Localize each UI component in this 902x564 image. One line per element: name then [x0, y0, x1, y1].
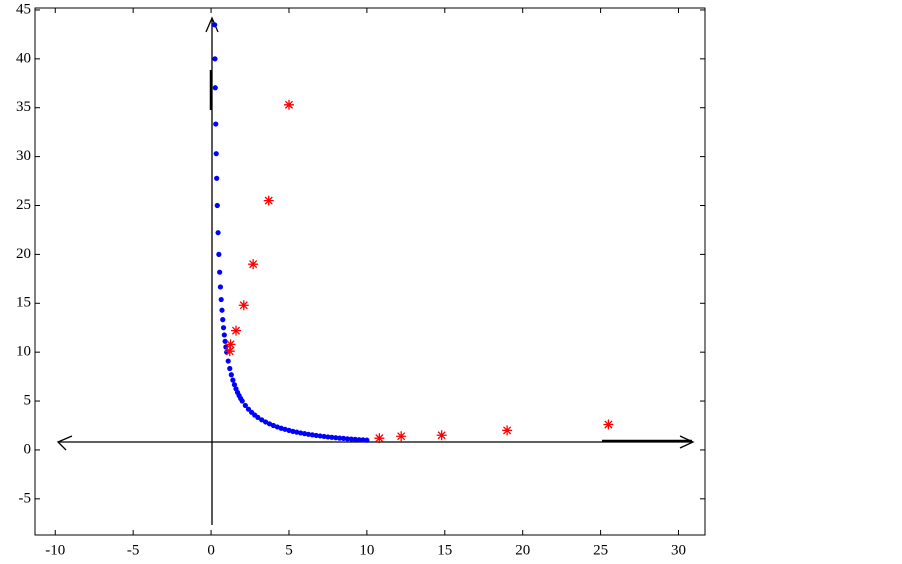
dot-point	[214, 175, 220, 181]
star-point	[603, 419, 614, 430]
dot-point	[321, 433, 327, 440]
star-point	[283, 99, 294, 110]
dot-point	[266, 421, 273, 427]
y-tick-label: 15	[16, 295, 31, 311]
dot-point	[221, 332, 227, 338]
plot-frame	[34, 7, 706, 536]
dot-point	[259, 417, 265, 423]
dot-point	[270, 422, 276, 429]
dot-point	[217, 284, 224, 290]
dot-point	[352, 436, 358, 442]
dot-point	[230, 377, 236, 383]
dot-point	[282, 426, 288, 432]
x-tick-label: 25	[593, 542, 608, 558]
dot-point	[255, 414, 261, 420]
y-tick-label: 0	[24, 441, 32, 457]
dot-point	[214, 202, 220, 209]
dot-point	[212, 56, 218, 62]
dot-point	[222, 338, 228, 344]
dot-point	[220, 317, 226, 323]
star-point	[374, 433, 385, 444]
dot-point	[348, 436, 354, 442]
y-tick-label: 30	[16, 148, 31, 164]
x-tick-label: 5	[285, 542, 293, 558]
x-tick-label: 0	[207, 542, 215, 558]
dot-point	[227, 365, 233, 372]
dot-point	[309, 432, 315, 438]
dot-point	[301, 431, 308, 437]
y-tick-label: 35	[16, 99, 31, 115]
axis-arrows	[56, 16, 695, 525]
dot-point	[216, 251, 222, 257]
dot-point	[212, 22, 218, 28]
dot-point	[220, 325, 227, 331]
y-tick-label: 5	[24, 392, 32, 408]
dot-point	[218, 296, 224, 303]
y-tick-label: 45	[16, 1, 31, 17]
dot-point	[294, 429, 300, 435]
dot-point	[360, 437, 366, 443]
x-tick-label: 15	[437, 542, 452, 558]
x-tick-label: -10	[45, 542, 65, 558]
dot-point	[333, 435, 339, 441]
dot-point	[239, 398, 245, 404]
y-tick-label: 40	[16, 50, 31, 66]
dot-point	[329, 434, 335, 440]
dot-point	[242, 402, 248, 409]
dot-point	[213, 121, 219, 127]
y-arrowhead	[205, 16, 219, 33]
dot-point	[219, 307, 225, 313]
star-point	[248, 259, 259, 270]
x-tick-label: 10	[359, 542, 374, 558]
dot-point	[286, 427, 292, 433]
y-tick-label: 20	[16, 246, 31, 262]
dot-point	[305, 431, 312, 437]
dot-point	[298, 430, 304, 436]
dot-point	[225, 358, 231, 364]
x-arrowhead-left	[56, 435, 73, 451]
dot-point	[217, 269, 223, 275]
star-point	[396, 431, 407, 442]
x-tick-label: 20	[515, 542, 530, 558]
dot-point	[278, 425, 284, 431]
dot-point	[364, 437, 370, 443]
star-point	[231, 325, 241, 336]
dot-point	[213, 151, 219, 157]
dot-point	[356, 437, 362, 443]
dot-point	[215, 230, 221, 236]
x-tick-label: 30	[671, 542, 686, 558]
y-tick-label: -5	[19, 490, 32, 506]
dot-point	[228, 372, 234, 378]
dot-point	[290, 428, 296, 434]
y-tick-label: 25	[16, 197, 31, 213]
dot-point	[212, 85, 218, 91]
x-arrowhead	[679, 435, 695, 449]
dot-point	[313, 432, 319, 439]
star-point	[224, 346, 235, 357]
dot-point	[231, 382, 238, 388]
dot-point	[263, 419, 269, 425]
star-point	[238, 300, 249, 311]
star-point	[502, 425, 513, 436]
dot-point	[340, 435, 347, 441]
x-tick-label: -5	[127, 542, 140, 558]
y-tick-label: 10	[16, 344, 31, 360]
dot-point	[317, 433, 323, 439]
star-point	[225, 339, 236, 350]
star-point	[263, 195, 274, 206]
star-point	[436, 430, 447, 441]
dot-point	[325, 434, 331, 440]
dot-point	[344, 436, 351, 442]
dot-point	[337, 435, 343, 441]
